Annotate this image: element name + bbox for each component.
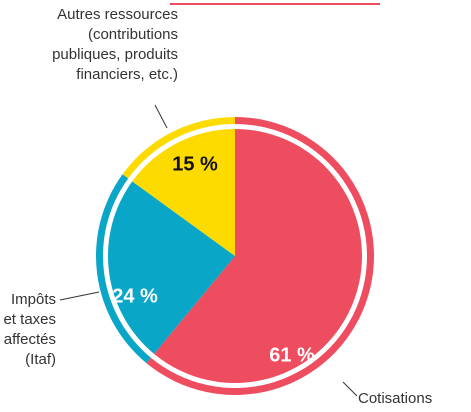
pie-slice <box>108 181 235 354</box>
ring-segment <box>122 117 235 179</box>
value-label: 24 % <box>112 285 158 307</box>
pie-slice <box>132 129 235 256</box>
value-label: 15 % <box>172 153 218 175</box>
category-label: (contributions <box>88 26 178 43</box>
category-label: Impôts <box>11 291 56 308</box>
value-label: 61 % <box>269 344 315 366</box>
leader-line <box>154 104 168 129</box>
pie-slice <box>154 129 363 384</box>
leader-line <box>59 291 100 301</box>
category-label: affectés <box>4 331 56 348</box>
category-label: financiers, etc.) <box>76 66 178 83</box>
category-label: Autres ressources <box>57 6 178 23</box>
category-label: Cotisations <box>358 390 432 407</box>
leader-line <box>342 381 358 397</box>
category-label: publiques, produits <box>52 46 178 63</box>
category-label: et taxes <box>3 311 56 328</box>
ring-segment <box>96 174 151 364</box>
category-label: (Itaf) <box>25 351 56 368</box>
